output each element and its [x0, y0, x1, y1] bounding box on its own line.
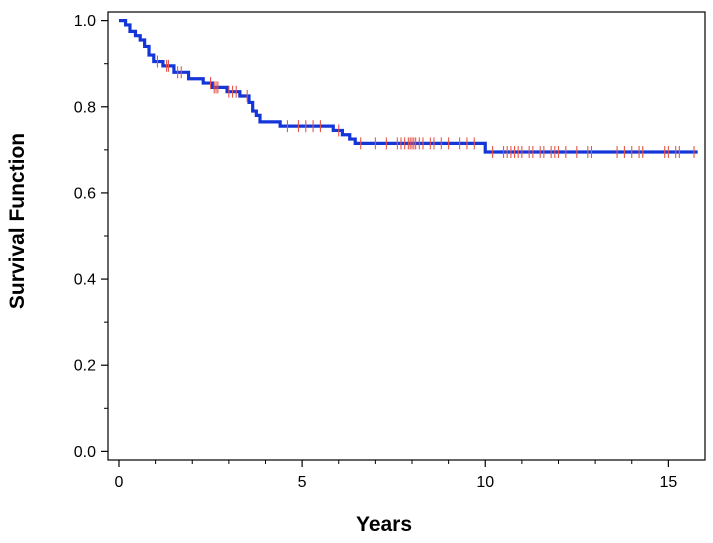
x-tick-label: 10 — [476, 474, 494, 491]
x-tick-label: 15 — [659, 474, 677, 491]
y-axis: 0.0 0.2 0.4 0.6 0.8 1.0 — [74, 13, 108, 461]
y-tick-label: 0.0 — [74, 444, 96, 461]
censor-marks — [156, 55, 695, 158]
x-axis-title: Years — [356, 513, 412, 536]
x-axis: 0 5 10 15 — [115, 460, 677, 491]
y-tick-label: 1.0 — [74, 13, 96, 30]
y-tick-label: 0.2 — [74, 358, 96, 375]
survival-curve — [118, 19, 698, 154]
x-tick-label: 0 — [115, 474, 124, 491]
x-tick-label: 5 — [298, 474, 307, 491]
y-tick-label: 0.8 — [74, 99, 96, 116]
y-tick-label: 0.4 — [74, 272, 96, 289]
y-axis-title: Survival Function — [6, 133, 29, 309]
y-tick-label: 0.6 — [74, 185, 96, 202]
